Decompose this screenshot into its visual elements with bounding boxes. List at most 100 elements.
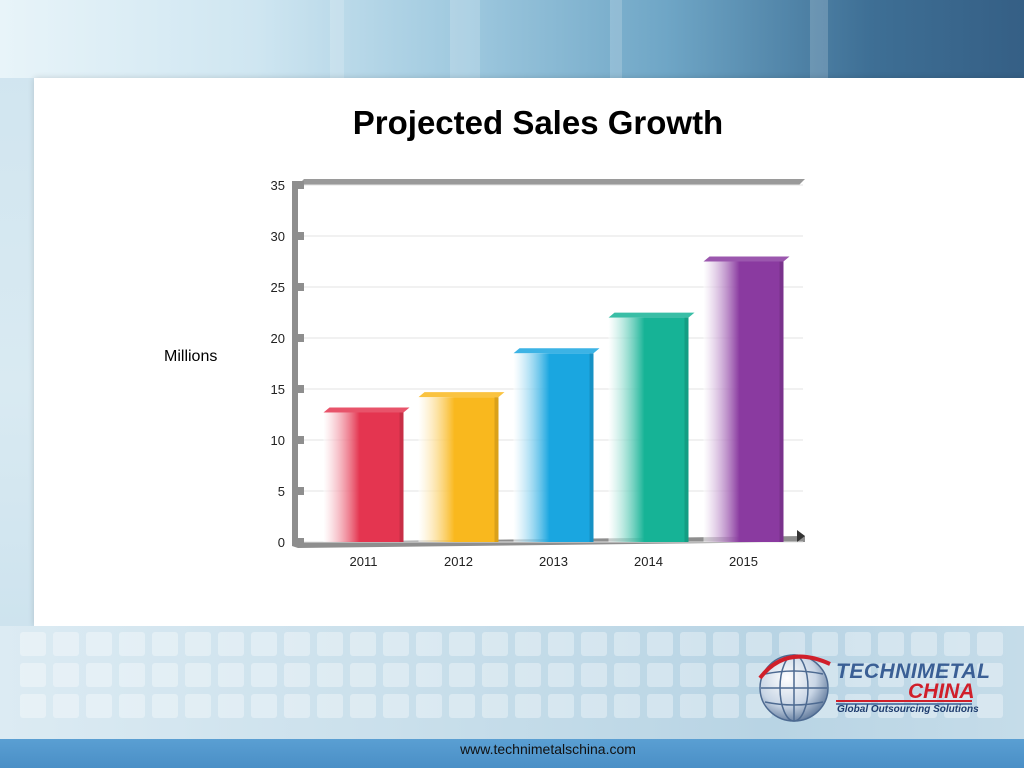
- background-tile: [614, 694, 640, 718]
- background-tile: [944, 663, 970, 687]
- background-tile: [845, 632, 871, 656]
- y-axis-label: Millions: [164, 348, 218, 365]
- background-tile: [218, 663, 244, 687]
- x-tick-label: 2012: [444, 554, 473, 569]
- background-tile: [185, 694, 211, 718]
- bar-top-2013: [513, 348, 600, 354]
- background-tile: [449, 663, 475, 687]
- background-tile: [548, 663, 574, 687]
- logo-tagline: Global Outsourcing Solutions: [837, 704, 979, 715]
- background-tile: [416, 694, 442, 718]
- background-tile: [647, 694, 673, 718]
- y-tick-mark: [292, 487, 304, 495]
- background-tile: [482, 632, 508, 656]
- background-tile: [878, 694, 904, 718]
- bar-shade-2015: [779, 261, 784, 542]
- x-tick-label: 2014: [634, 554, 663, 569]
- background-tile: [152, 663, 178, 687]
- background-tile: [86, 663, 112, 687]
- background-tile: [878, 663, 904, 687]
- bar-top-2011: [323, 407, 410, 413]
- background-tile: [185, 663, 211, 687]
- background-tile: [515, 694, 541, 718]
- background-tile: [284, 632, 310, 656]
- background-tile: [317, 694, 343, 718]
- background-tile: [581, 694, 607, 718]
- background-tile: [713, 694, 739, 718]
- background-tile: [581, 632, 607, 656]
- y-tick-mark: [292, 436, 304, 444]
- chart-floor-end: [797, 530, 805, 542]
- background-tile: [515, 663, 541, 687]
- x-tick-label: 2011: [350, 554, 378, 569]
- y-tick-label: 35: [271, 178, 285, 193]
- bar-shade-2013: [589, 353, 594, 542]
- background-tile: [581, 663, 607, 687]
- background-tile: [251, 663, 277, 687]
- globe-logo-icon: [758, 654, 972, 722]
- background-tile: [713, 663, 739, 687]
- background-tile: [20, 632, 46, 656]
- background-tile: [746, 632, 772, 656]
- y-tick-mark: [292, 385, 304, 393]
- background-tile: [152, 694, 178, 718]
- background-tile: [284, 694, 310, 718]
- background-tile: [647, 663, 673, 687]
- background-tile: [680, 663, 706, 687]
- chart-top-edge: [298, 179, 805, 185]
- x-tick-label: 2013: [539, 554, 568, 569]
- background-tile: [416, 663, 442, 687]
- background-tile: [944, 694, 970, 718]
- background-tile: [119, 663, 145, 687]
- background-tile: [977, 632, 1003, 656]
- x-tick-label: 2015: [729, 554, 758, 569]
- y-tick-label: 10: [271, 433, 285, 448]
- background-tile: [614, 663, 640, 687]
- y-tick-mark: [292, 334, 304, 342]
- bar-chart: 0 5 10 15 20 25 30 35 2011 2012 2013 2014 2015: [271, 178, 805, 569]
- background-tile: [86, 632, 112, 656]
- background-tile: [86, 694, 112, 718]
- background-tile: [53, 663, 79, 687]
- background-tile: [383, 663, 409, 687]
- background-tile: [53, 632, 79, 656]
- footer-url[interactable]: www.technimetalschina.com: [460, 741, 636, 757]
- logo-name-line1: TECHNIMETAL: [836, 660, 991, 683]
- background-tile: [548, 694, 574, 718]
- bar-2012: [418, 397, 499, 542]
- background-tile: [548, 632, 574, 656]
- background-tile: [878, 632, 904, 656]
- background-tile: [449, 632, 475, 656]
- background-tile: [251, 632, 277, 656]
- background-tile: [185, 632, 211, 656]
- background-tile: [812, 632, 838, 656]
- background-tile: [350, 632, 376, 656]
- y-tick-label: 25: [271, 280, 285, 295]
- background-tile: [977, 663, 1003, 687]
- bar-shade-2012: [494, 397, 499, 542]
- y-tick-label: 15: [271, 382, 285, 397]
- bar-top-2012: [418, 392, 505, 398]
- background-tile: [911, 694, 937, 718]
- background-tile: [680, 632, 706, 656]
- background-tile: [845, 663, 871, 687]
- bar-top-2014: [608, 312, 695, 318]
- background-tile: [416, 632, 442, 656]
- background-tile: [383, 632, 409, 656]
- y-tick-label: 5: [278, 484, 285, 499]
- background-tile: [614, 632, 640, 656]
- background-tile: [779, 632, 805, 656]
- background-tile: [680, 694, 706, 718]
- background-tile: [20, 663, 46, 687]
- background-tile: [119, 694, 145, 718]
- background-tile: [911, 663, 937, 687]
- logo-name-line2: CHINA: [908, 680, 975, 703]
- background-tile: [284, 663, 310, 687]
- background-tile: [449, 694, 475, 718]
- y-tick-label: 30: [271, 229, 285, 244]
- bar-shade-2014: [684, 317, 689, 542]
- background-tile: [350, 694, 376, 718]
- footer-bar: [0, 739, 1024, 768]
- top-banner: [0, 0, 1024, 78]
- y-tick-mark: [292, 538, 304, 546]
